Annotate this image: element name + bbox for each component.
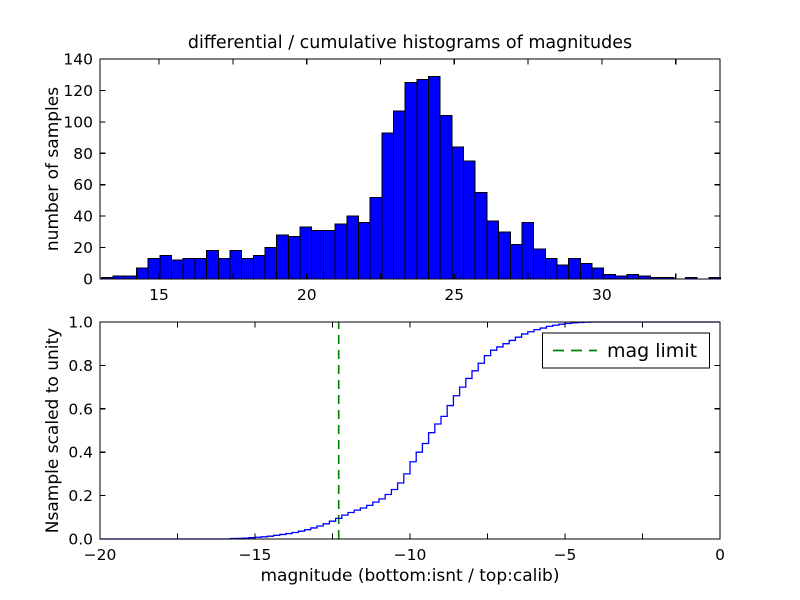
histogram-bar [241,258,254,280]
histogram-bar [579,262,593,280]
histogram-bar [392,110,406,280]
legend: mag limit [541,332,711,369]
bottom-ytick-label-0.4: 0.4 [68,444,93,462]
histogram-bar [136,267,149,280]
top-ytick-label-60: 60 [73,176,93,194]
histogram-bar [369,196,383,280]
histogram-bar [498,231,511,280]
histogram-bar [311,229,324,280]
histogram-bar [381,132,394,280]
histogram-bar [299,226,313,280]
histogram-bar [544,258,558,280]
histogram-bar [533,248,546,280]
histogram-bar [416,78,430,280]
top-ytick-label-120: 120 [63,82,93,100]
histogram-bar [159,254,173,280]
top-xtick-label-25: 25 [444,286,464,304]
histogram-bar [404,82,418,280]
bottom-y-axis-label: Nsample scaled to unity [43,328,63,533]
histogram-bar [276,234,289,280]
legend-label: mag limit [607,340,697,362]
histogram-bars [100,75,722,280]
axes-frame [99,58,721,280]
histogram-bar [486,220,500,280]
histogram-bar [603,273,616,280]
top-xtick-label-20: 20 [297,286,317,304]
histogram-bar [428,75,441,280]
histogram-bar [171,259,184,280]
histogram-bar [439,115,453,280]
histogram-bar [322,229,336,280]
bottom-xtick-label-−10: −10 [394,546,427,564]
bottom-ytick-label-0.8: 0.8 [68,357,93,375]
bottom-xtick-label-−15: −15 [239,546,272,564]
histogram-bar [182,258,196,280]
top-ytick-label-0: 0 [83,271,93,289]
bottom-xtick-label-−20: −20 [84,546,117,564]
histogram-bar [229,250,243,280]
top-xtick-label-30: 30 [592,286,612,304]
top-ytick-label-40: 40 [73,208,93,226]
histogram-bar [568,258,581,280]
top-ytick-label-20: 20 [73,239,93,257]
x-axis-label: magnitude (bottom:isnt / top:calib) [261,566,560,586]
histogram-bar [463,160,476,280]
histogram-bar [509,243,523,280]
histogram-bar [556,264,570,280]
histogram-bar [334,223,348,280]
histogram-bar [252,254,266,280]
bottom-xtick-label-−5: −5 [554,546,577,564]
histogram-bar [626,273,640,280]
histogram-bar [346,215,359,280]
histogram-bar [194,258,208,280]
bottom-ytick-label-0.6: 0.6 [68,400,93,418]
histogram-bar [217,258,231,280]
histogram-bar [451,146,465,280]
axis-ticks [99,321,721,540]
histogram-bar [147,258,161,280]
histogram-bar [521,221,535,280]
histogram-bar [206,250,219,280]
cumulative-histogram: −20 −15 −10 −5 0 0.0 0.2 0.4 0.6 0.8 1.0 Nsample sc… [43,314,725,587]
top-y-axis-label: number of samples [43,87,63,251]
top-ytick-label-80: 80 [73,145,93,163]
legend-box [541,332,711,369]
bottom-ytick-label-0.2: 0.2 [68,487,93,505]
histogram-bar [287,236,301,280]
histogram-bar [357,221,371,280]
bottom-xtick-label-0: 0 [715,546,725,564]
histogram-bar [264,247,278,280]
figure-title: differential / cumulative histograms of … [188,33,632,53]
axis-ticks [100,58,720,280]
cdf-step-line [100,321,720,540]
top-ytick-label-100: 100 [63,113,93,131]
histogram-bar [474,192,488,280]
bottom-ytick-label-0.0: 0.0 [68,531,93,549]
bottom-ytick-label-1.0: 1.0 [68,314,93,332]
top-xtick-label-15: 15 [149,286,169,304]
top-ytick-label-140: 140 [63,51,93,69]
